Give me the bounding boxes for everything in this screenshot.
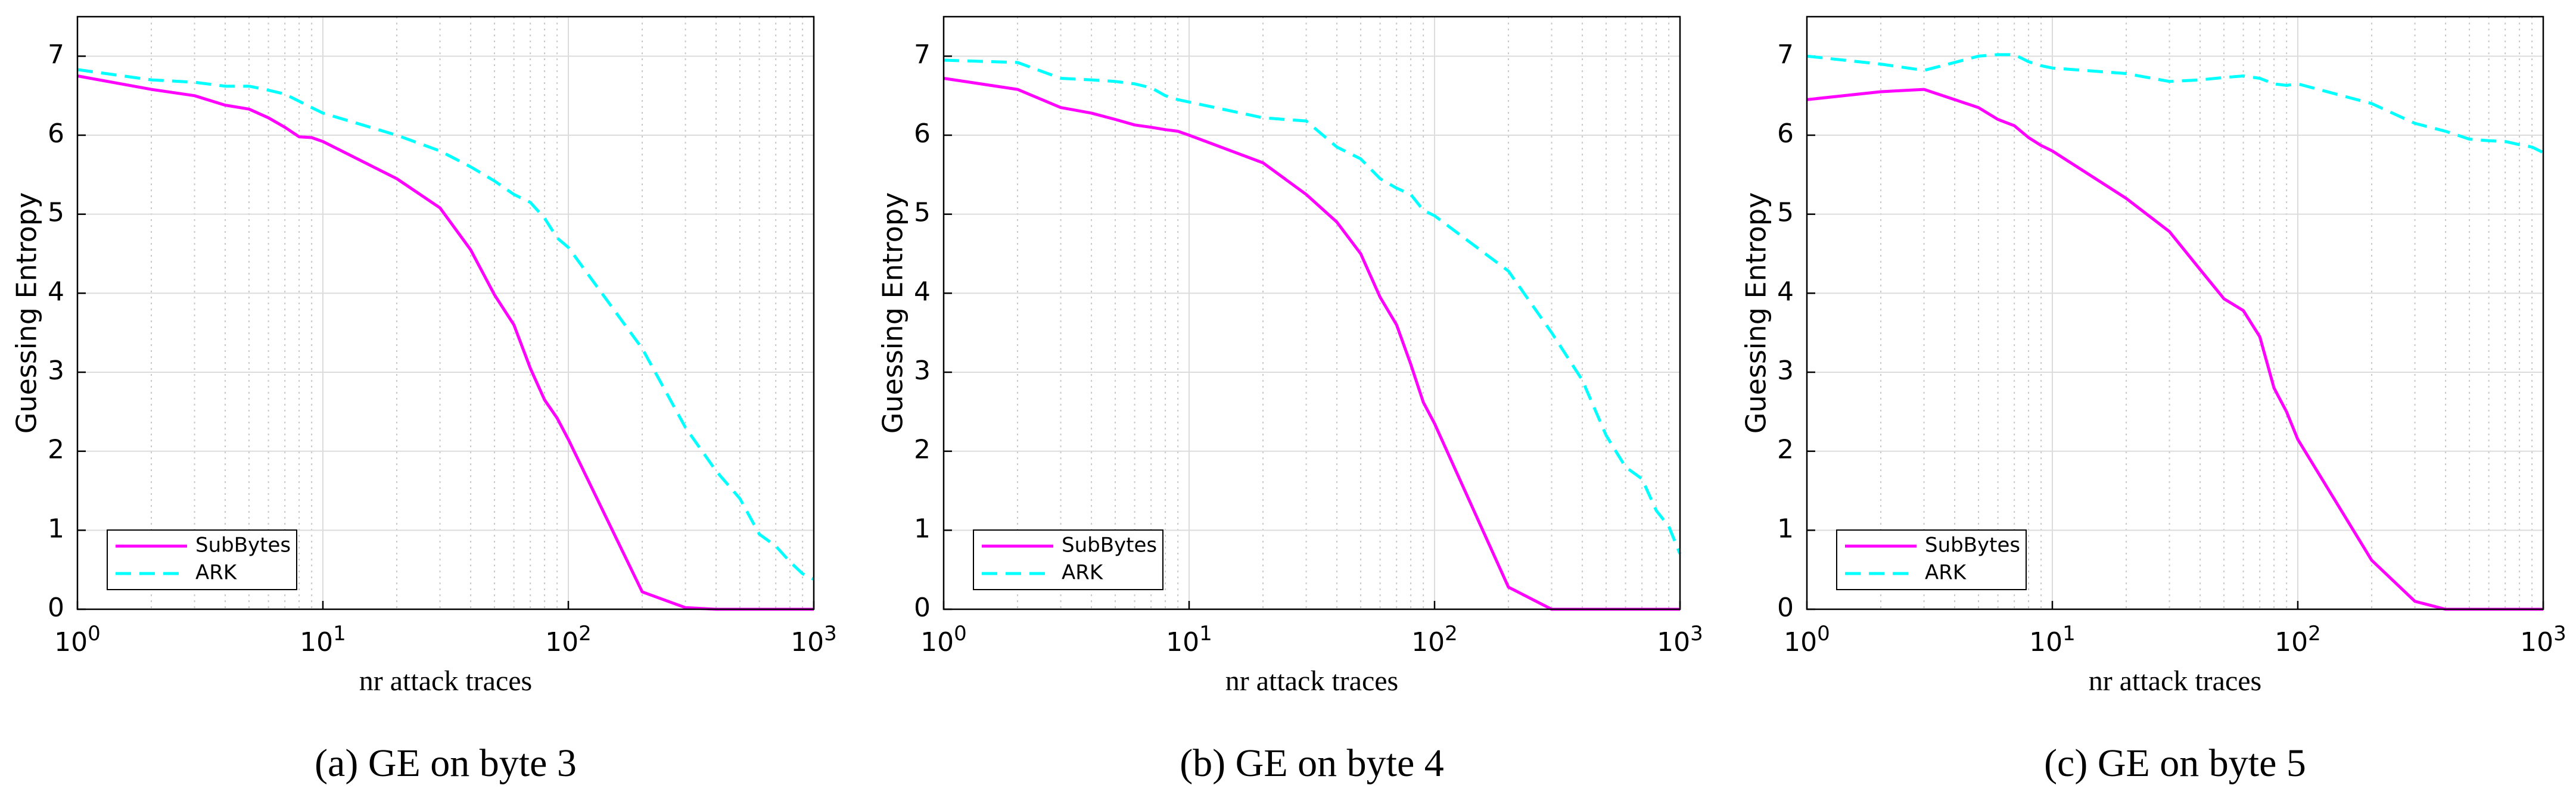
x-tick-base: 10 xyxy=(54,627,88,657)
x-tick-exponent: 2 xyxy=(1445,622,1458,646)
y-tick-label: 5 xyxy=(1777,198,1794,228)
x-tick-label: 101 xyxy=(2029,622,2076,658)
x-tick-exponent: 3 xyxy=(1690,622,1703,646)
y-axis-label: Guessing Entropy xyxy=(11,192,43,434)
x-tick-label: 103 xyxy=(1657,622,1703,658)
caption: (a) GE on byte 3 xyxy=(315,741,577,785)
y-tick-label: 1 xyxy=(1777,513,1794,544)
x-tick-exponent: 3 xyxy=(824,622,837,646)
legend-box xyxy=(1836,529,2027,590)
y-tick-label: 2 xyxy=(1777,435,1794,465)
y-tick-label: 6 xyxy=(48,119,64,149)
y-tick-label: 6 xyxy=(1777,119,1794,149)
series-line xyxy=(77,68,815,581)
y-tick-label: 4 xyxy=(914,276,931,307)
x-tick-label: 102 xyxy=(1411,622,1458,658)
y-tick-label: 7 xyxy=(914,39,931,70)
y-axis-label: Guessing Entropy xyxy=(877,192,909,434)
y-tick-label: 6 xyxy=(914,119,931,149)
y-tick-label: 5 xyxy=(914,198,931,228)
x-tick-base: 10 xyxy=(2520,627,2553,657)
y-tick-label: 7 xyxy=(1777,39,1794,70)
x-tick-exponent: 2 xyxy=(2308,622,2321,646)
y-tick-label: 2 xyxy=(914,435,931,465)
x-tick-base: 10 xyxy=(1784,627,1817,657)
x-axis-label: nr attack traces xyxy=(1225,665,1398,697)
x-tick-label: 102 xyxy=(545,622,592,658)
series-line xyxy=(1806,53,2544,154)
x-tick-exponent: 3 xyxy=(2553,622,2566,646)
y-tick-label: 7 xyxy=(48,39,64,70)
x-tick-label: 100 xyxy=(920,622,967,658)
x-tick-base: 10 xyxy=(791,627,824,657)
plot-area xyxy=(944,17,1680,609)
x-tick-label: 102 xyxy=(2275,622,2321,658)
x-axis-label: nr attack traces xyxy=(359,665,532,697)
legend-label: ARK xyxy=(1925,561,1967,585)
x-axis-label: nr attack traces xyxy=(2089,665,2261,697)
legend-box xyxy=(973,529,1163,590)
legend-label: SubBytes xyxy=(1062,534,1157,557)
caption: (b) GE on byte 4 xyxy=(1180,741,1444,785)
legend-label: SubBytes xyxy=(1925,534,2020,557)
y-tick-label: 0 xyxy=(48,593,64,623)
y-tick-label: 4 xyxy=(1777,276,1794,307)
y-tick-label: 0 xyxy=(914,593,931,623)
x-tick-base: 10 xyxy=(2029,627,2062,657)
x-tick-exponent: 1 xyxy=(2062,622,2076,646)
legend-box xyxy=(107,529,297,590)
y-tick-label: 1 xyxy=(914,513,931,544)
y-tick-label: 4 xyxy=(48,276,64,307)
y-tick-label: 3 xyxy=(1777,356,1794,386)
legend-label: SubBytes xyxy=(195,534,291,557)
y-tick-label: 2 xyxy=(48,435,64,465)
plot-area xyxy=(77,17,814,609)
x-tick-base: 10 xyxy=(545,627,578,657)
x-tick-base: 10 xyxy=(300,627,333,657)
y-tick-label: 0 xyxy=(1777,593,1794,623)
x-tick-base: 10 xyxy=(2275,627,2308,657)
x-tick-base: 10 xyxy=(1166,627,1199,657)
x-tick-exponent: 2 xyxy=(578,622,592,646)
plot-area xyxy=(1807,17,2543,609)
x-tick-label: 100 xyxy=(1784,622,1830,658)
x-tick-label: 100 xyxy=(54,622,101,658)
x-tick-label: 101 xyxy=(1166,622,1212,658)
x-tick-exponent: 1 xyxy=(333,622,346,646)
y-axis-label: Guessing Entropy xyxy=(1740,192,1772,434)
x-tick-exponent: 1 xyxy=(1199,622,1212,646)
x-tick-exponent: 0 xyxy=(88,622,101,646)
x-tick-label: 103 xyxy=(791,622,837,658)
y-tick-label: 5 xyxy=(48,198,64,228)
x-tick-exponent: 0 xyxy=(1817,622,1830,646)
x-tick-base: 10 xyxy=(1657,627,1690,657)
legend-label: ARK xyxy=(1062,561,1104,585)
axes-box xyxy=(76,15,815,610)
y-tick-label: 3 xyxy=(48,356,64,386)
y-tick-label: 1 xyxy=(48,513,64,544)
x-tick-label: 103 xyxy=(2520,622,2566,658)
series-line xyxy=(943,58,1682,555)
caption: (c) GE on byte 5 xyxy=(2044,741,2306,785)
x-tick-label: 101 xyxy=(300,622,346,658)
axes-box xyxy=(942,15,1681,610)
x-tick-base: 10 xyxy=(920,627,954,657)
x-tick-exponent: 0 xyxy=(954,622,967,646)
axes-box xyxy=(1806,15,2544,610)
legend-label: ARK xyxy=(195,561,238,585)
x-tick-base: 10 xyxy=(1411,627,1445,657)
y-tick-label: 3 xyxy=(914,356,931,386)
